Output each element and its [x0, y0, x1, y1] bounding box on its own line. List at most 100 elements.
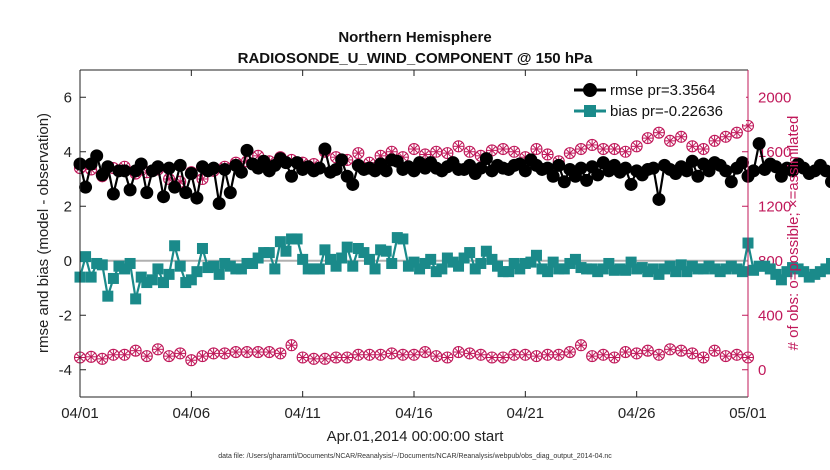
rmse-point: [179, 186, 193, 200]
bias-point: [247, 257, 259, 269]
bias-point: [553, 263, 565, 275]
obs-count-point: [552, 348, 565, 361]
bias-point: [96, 259, 108, 271]
rmse-point: [207, 161, 221, 175]
bias-point: [503, 266, 515, 278]
x-axis-label: Apr.01,2014 00:00:00 start: [327, 428, 505, 445]
bias-point: [581, 263, 593, 275]
rmse-point: [140, 186, 154, 200]
bias-point: [358, 247, 370, 259]
bias-point: [419, 257, 431, 269]
bias-point: [363, 253, 375, 265]
legend-bias-label: bias pr=-0.22636: [610, 103, 723, 120]
obs-count-point: [318, 352, 331, 365]
bias-point: [508, 257, 520, 269]
obs-count-point: [285, 339, 298, 352]
y-axis-ticks: -4 -2 0 2 4 6: [59, 89, 86, 379]
bias-point: [436, 263, 448, 275]
bias-point: [586, 263, 598, 275]
bias-point: [692, 263, 704, 275]
obs-count-point: [541, 348, 554, 361]
x-tick-label: 05/01: [729, 405, 767, 422]
obs-count-point: [630, 140, 643, 153]
obs-count-point: [508, 145, 521, 158]
bias-point: [542, 266, 554, 278]
rmse-point: [685, 154, 699, 168]
bias-point: [380, 245, 392, 257]
obs-count-point: [407, 142, 421, 156]
rmse-point: [752, 137, 766, 151]
bias-point: [391, 232, 403, 244]
obs-count-point: [664, 343, 677, 356]
rmse-point: [735, 156, 749, 170]
bias-point: [814, 266, 826, 278]
rmse-point: [106, 187, 120, 201]
obs-count-point: [608, 142, 621, 156]
rmse-point: [101, 160, 115, 174]
obs-count-point: [129, 344, 142, 357]
obs-count-point: [407, 348, 421, 361]
bias-point: [91, 257, 103, 269]
obs-count-point: [330, 351, 343, 364]
bias-point: [425, 253, 437, 265]
rmse-point: [168, 180, 182, 194]
rmse-point: [819, 164, 830, 178]
obs-count-point: [730, 348, 743, 361]
bias-point: [486, 253, 498, 265]
obs-count-point: [385, 347, 398, 360]
rmse-point: [619, 161, 633, 175]
bias-point: [135, 271, 147, 283]
obs-count-point: [307, 352, 320, 365]
obs-count-point: [530, 350, 543, 363]
bias-point: [525, 256, 537, 268]
bias-point: [725, 260, 737, 272]
obs-count-point: [341, 351, 354, 364]
y-tick-label: 2: [64, 198, 72, 215]
bias-point: [208, 260, 220, 272]
bias-point: [347, 260, 359, 272]
y-tick-label: 4: [64, 144, 72, 161]
bias-point: [631, 263, 643, 275]
bias-point: [386, 257, 398, 269]
obs-count-point: [441, 147, 454, 160]
bias-point: [748, 264, 760, 276]
x-tick-label: 04/06: [173, 405, 211, 422]
obs-count-point: [508, 348, 521, 361]
rmse-point: [652, 192, 666, 206]
rmse-point: [151, 160, 165, 174]
obs-count-point: [563, 345, 576, 359]
obs-count-point: [530, 142, 543, 156]
y-right-axis-label: # of obs: o=possible; ×=assimilated: [785, 116, 802, 351]
plot-area: [80, 70, 748, 397]
bias-point: [313, 263, 325, 275]
bias-point: [180, 277, 192, 289]
obs-count-point: [229, 345, 242, 359]
bias-point: [775, 274, 787, 286]
y-tick-label: 6: [64, 89, 72, 106]
obs-count-point: [452, 140, 465, 153]
obs-count-point: [296, 351, 309, 364]
bias-point: [820, 263, 830, 275]
bias-point: [202, 262, 214, 274]
bias-point: [519, 257, 531, 269]
bias-point: [447, 256, 459, 268]
bias-point: [458, 252, 470, 264]
rmse-point: [825, 175, 830, 189]
obs-count-point: [118, 348, 131, 361]
obs-count-point: [85, 350, 98, 363]
bias-point: [130, 293, 142, 305]
obs-count-point: [686, 140, 699, 153]
bias-point: [291, 233, 303, 245]
rmse-point: [719, 164, 733, 178]
bias-point: [102, 290, 114, 302]
rmse-point: [346, 177, 360, 191]
bias-point: [670, 266, 682, 278]
bias-point: [664, 260, 676, 272]
obs-count-point: [174, 347, 187, 360]
bias-point: [770, 268, 782, 280]
rmse-point: [184, 167, 198, 181]
rmse-point: [212, 197, 226, 211]
bias-point: [430, 266, 442, 278]
bias-point: [659, 263, 670, 275]
obs-count-point: [597, 142, 610, 156]
